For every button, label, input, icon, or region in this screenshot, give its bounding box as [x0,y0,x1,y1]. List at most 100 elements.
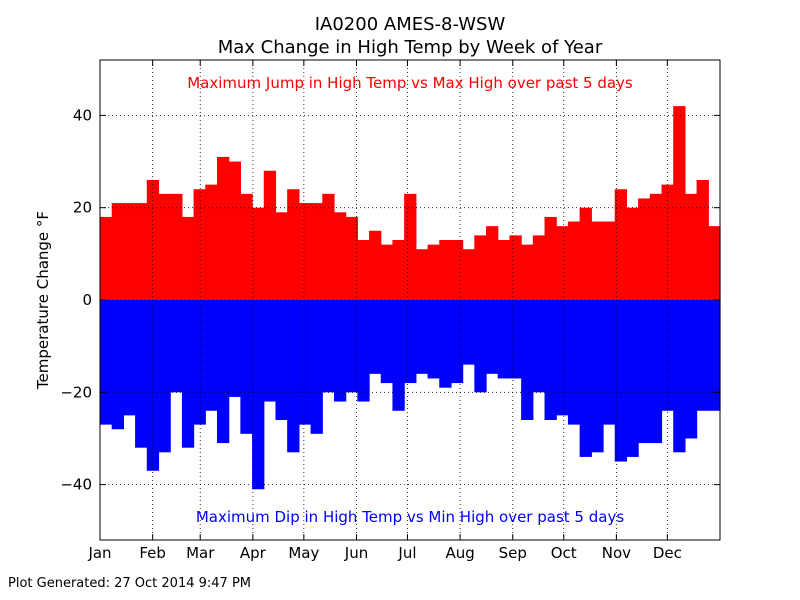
jump-bar [205,184,218,300]
plot-generated-footer: Plot Generated: 27 Oct 2014 9:47 PM [8,576,251,591]
dip-bar [415,300,429,374]
jump-bar [661,184,674,300]
dip-bar [626,300,639,457]
jump-bar [427,244,440,300]
dip-bar [497,300,511,379]
dip-bar [357,300,370,402]
dip-bar [486,300,499,374]
dip-bar [427,300,440,379]
y-tick-label: 40 [73,106,92,124]
chart-subtitle: Max Change in High Temp by Week of Year [218,37,603,58]
jump-bar [673,106,686,301]
annotation-dip: Maximum Dip in High Temp vs Min High ove… [196,508,624,526]
dip-bar [170,300,183,393]
jump-bar [556,226,569,300]
dip-bar [275,300,288,420]
jump-bar [240,193,253,300]
dip-bar [135,300,148,448]
dip-bar [708,300,721,411]
jump-bar [521,244,534,300]
blue-bars [100,300,721,490]
dip-bar [345,300,358,393]
jump-bar [322,193,335,300]
x-tick-label: May [288,544,319,562]
dip-bar [310,300,323,434]
jump-bar [287,189,300,300]
dip-bar [544,300,557,420]
dip-bar [591,300,604,453]
x-tick-label: Jul [397,544,416,562]
jump-bar [369,230,382,300]
jump-bar [638,198,651,300]
x-tick-label: Aug [445,544,474,562]
dip-bar [579,300,592,457]
chart-title: IA0200 AMES-8-WSW [315,14,506,35]
x-tick-label: Nov [602,544,631,562]
dip-bar [216,300,230,444]
dip-bar [649,300,663,444]
jump-bar [193,189,206,300]
dip-bar [240,300,253,434]
dip-bar [298,300,312,425]
jump-bar [158,193,171,300]
jump-bar [649,193,663,300]
dip-bar [287,300,300,453]
jump-bar [263,170,277,300]
dip-bar [567,300,581,425]
x-tick-label: Oct [551,544,577,562]
dip-bar [158,300,171,453]
jump-bar [100,216,113,300]
dip-bar [673,300,686,453]
jump-bar [486,226,499,300]
x-tick-label: Apr [240,544,267,562]
jump-bar [497,240,511,300]
jump-bar [450,240,464,300]
dip-bar [603,300,616,425]
dip-bar [474,300,487,393]
jump-bar [591,221,604,300]
y-tick-label: −20 [60,383,92,401]
dip-bar [532,300,546,393]
x-axis: Jan Feb Mar Apr May Jun Jul Aug Sep Oct Nov Dec [87,60,682,562]
dip-bar [661,300,674,411]
jump-bar [392,240,405,300]
x-tick-label: Dec [653,544,682,562]
jump-bar [310,203,323,300]
x-tick-label: Mar [186,544,215,562]
jump-bar [544,216,557,300]
jump-bar [170,193,183,300]
jump-bar [135,203,148,300]
jump-bar [345,216,358,300]
jump-bar [474,235,487,300]
jump-bar [123,203,136,300]
jump-bar [275,212,288,300]
dip-bar [404,300,417,384]
dip-bar [252,300,265,490]
x-tick-label: Feb [139,544,166,562]
red-bars [100,106,721,301]
dip-bar [392,300,405,411]
dip-bar [439,300,452,388]
dip-bar [369,300,382,374]
dip-bar [638,300,651,444]
dip-bar [696,300,709,411]
jump-bar [181,216,195,300]
dip-bar [100,300,113,425]
jump-bar [626,207,639,300]
dip-bar [614,300,628,462]
jump-bar [579,207,592,300]
jump-bar [684,193,698,300]
dip-bar [205,300,218,411]
jump-bar [404,193,417,300]
dip-bar [263,300,277,402]
dip-bar [380,300,394,384]
jump-bar [439,240,452,300]
dip-bar [521,300,534,420]
jump-bar [111,203,124,300]
y-axis: −40 −20 0 20 40 [60,106,720,494]
x-tick-label: Jan [87,544,111,562]
jump-bar [567,221,581,300]
dip-bar [193,300,206,425]
x-tick-label: Jun [344,544,368,562]
